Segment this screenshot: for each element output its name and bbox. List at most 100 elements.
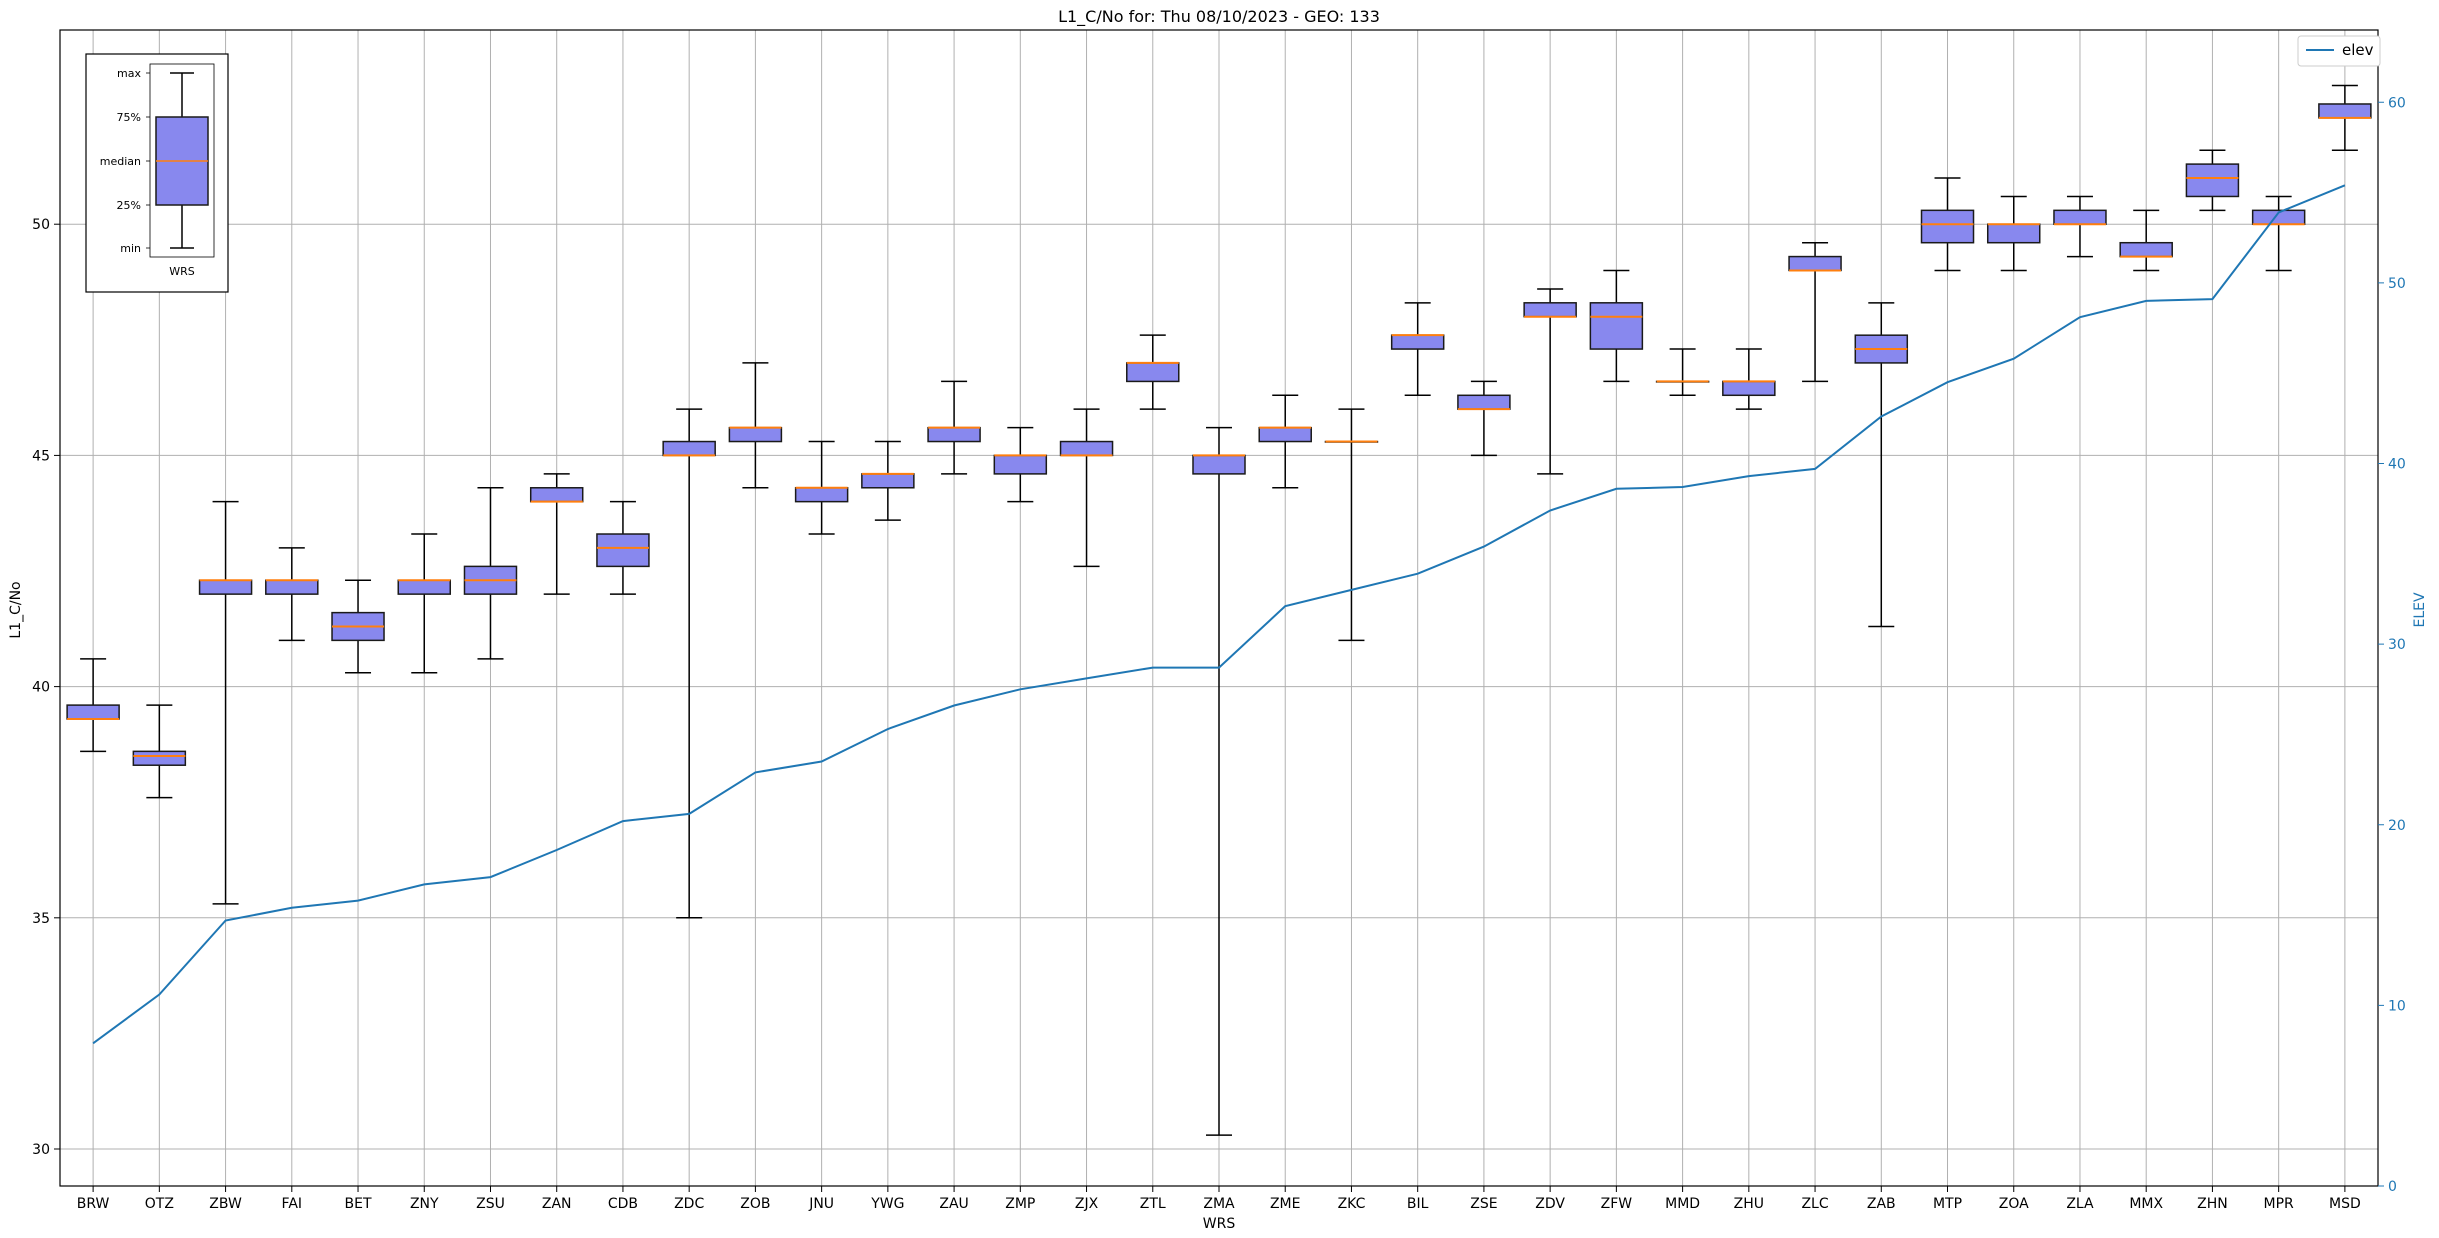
box <box>1986 223 2041 244</box>
box <box>1722 380 1776 397</box>
inset-label: 25% <box>117 199 141 212</box>
y-tick-label: 50 <box>32 217 50 233</box>
box-plot <box>596 500 650 595</box>
box <box>1523 302 1577 318</box>
box-plot <box>1854 302 1909 628</box>
inset-label: median <box>100 155 141 168</box>
x-tick-label: ZAB <box>1867 1196 1896 1212</box>
box-plot <box>1920 177 1975 272</box>
box-plot <box>66 658 120 753</box>
box <box>794 487 849 503</box>
x-tick-label: ZJX <box>1075 1196 1099 1212</box>
x-axis-label: WRS <box>1203 1216 1236 1232</box>
box-plot <box>1589 269 1644 383</box>
box-plot <box>1655 348 1710 397</box>
x-tick-label: BET <box>345 1196 372 1212</box>
box-plot <box>2185 149 2240 212</box>
box <box>1788 255 1842 272</box>
chart-title: L1_C/No for: Thu 08/10/2023 - GEO: 133 <box>1058 7 1380 27</box>
x-tick-label: ZMP <box>1005 1196 1035 1212</box>
legend-label-elev: elev <box>2342 41 2374 59</box>
legend-frame <box>2297 35 2381 67</box>
x-tick-label: CDB <box>608 1196 638 1212</box>
box <box>66 704 120 720</box>
box-plot <box>1126 334 1180 410</box>
box-plot <box>331 579 385 674</box>
box-plot <box>1722 348 1776 410</box>
box-plot <box>463 487 518 660</box>
y2-tick-label: 20 <box>2388 818 2406 834</box>
x-tick-label: MMX <box>2129 1196 2163 1212</box>
inset-axes-frame <box>149 63 215 258</box>
box-plot <box>794 440 849 535</box>
x-tick-label: ZAN <box>542 1196 572 1212</box>
y-tick-label: 40 <box>32 680 50 696</box>
box-plot <box>529 473 584 595</box>
box <box>1390 334 1445 350</box>
x-tick-label: OTZ <box>145 1196 174 1212</box>
box-plot <box>1258 394 1312 489</box>
x-tick-label: ZNY <box>410 1196 439 1212</box>
x-tick-label: ZFW <box>1601 1196 1633 1212</box>
x-tick-label: MSD <box>2329 1196 2361 1212</box>
box-plot <box>1788 241 1842 383</box>
box-plot <box>1192 426 1246 1136</box>
x-tick-label: ZBW <box>209 1196 242 1212</box>
box-plot <box>728 362 783 489</box>
box <box>2053 209 2107 225</box>
box <box>2185 163 2240 198</box>
legend: elev <box>2297 35 2381 67</box>
x-tick-label: ZMA <box>1203 1196 1235 1212</box>
inset-xlabel: WRS <box>169 265 195 278</box>
elev-series-line <box>92 184 2346 1045</box>
box-plot <box>2053 195 2107 258</box>
axes: BRW OTZ ZBW FAI BET ZNY ZSU ZAN CDB ZDC ZOB JNU YWG Z… <box>32 95 2406 1212</box>
box <box>1126 362 1180 383</box>
x-tick-label: MPR <box>2264 1196 2295 1212</box>
box <box>397 579 452 595</box>
x-tick-label: BRW <box>77 1196 110 1212</box>
box-plot <box>1390 302 1445 397</box>
box-plot <box>1059 408 1114 568</box>
y-tick-label: 35 <box>32 911 50 927</box>
x-tick-label: MTP <box>1933 1196 1962 1212</box>
x-tick-label: BIL <box>1407 1196 1429 1212</box>
box-plot <box>265 547 319 642</box>
y2-tick-label: 0 <box>2388 1179 2397 1195</box>
box <box>1920 209 1975 244</box>
box <box>2318 103 2372 119</box>
inset-label: 75% <box>117 111 141 124</box>
box-plot <box>1523 288 1577 475</box>
box-plot <box>1986 195 2041 272</box>
inset-label: max <box>117 67 141 80</box>
box-plot <box>993 426 1048 503</box>
box <box>2119 241 2173 258</box>
box <box>1589 302 1644 350</box>
x-tick-label: ZKC <box>1338 1196 1366 1212</box>
y2-tick-label: 10 <box>2388 998 2406 1014</box>
box <box>728 426 783 443</box>
x-tick-label: ZLA <box>2066 1196 2094 1212</box>
box-plot <box>662 408 716 919</box>
y2-tick-label: 30 <box>2388 637 2406 653</box>
box-plot <box>927 380 981 475</box>
elev-line <box>92 184 2346 1045</box>
box <box>529 487 584 503</box>
x-tick-label: FAI <box>282 1196 302 1212</box>
box <box>198 579 253 595</box>
y-tick-label: 45 <box>32 448 50 464</box>
y2-axis-label: ELEV <box>2412 592 2428 627</box>
box-plots <box>66 84 2372 1136</box>
box-plot <box>861 440 915 521</box>
box-plot <box>198 500 253 905</box>
x-tick-label: ZTL <box>1140 1196 1166 1212</box>
y2-tick-label: 60 <box>2388 95 2406 111</box>
box <box>861 473 915 489</box>
x-tick-label: ZSU <box>476 1196 505 1212</box>
y-tick-label: 30 <box>32 1142 50 1158</box>
x-tick-label: ZSE <box>1470 1196 1497 1212</box>
box-plot <box>2318 84 2372 151</box>
box-plot <box>1324 408 1379 642</box>
box <box>132 750 187 766</box>
